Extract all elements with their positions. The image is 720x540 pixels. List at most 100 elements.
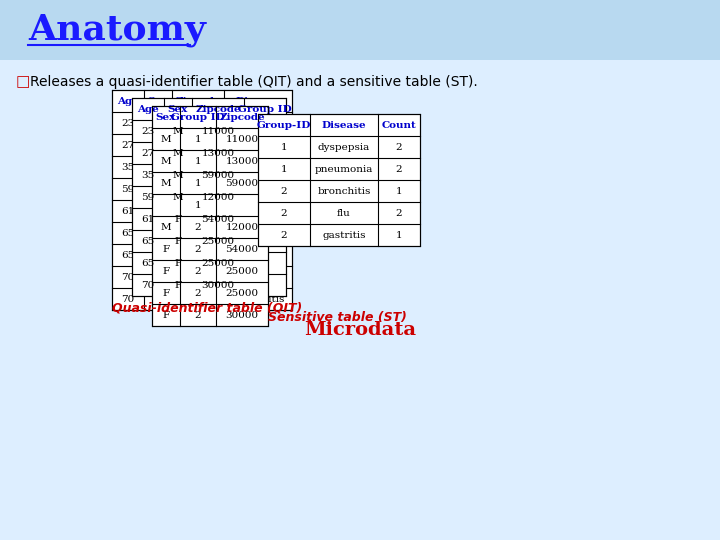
Text: Zipcode: Zipcode (219, 112, 265, 122)
Text: 2: 2 (194, 288, 202, 298)
Text: M: M (161, 157, 171, 165)
Text: 1: 1 (396, 231, 402, 240)
Text: Sex: Sex (148, 97, 168, 105)
Text: Group ID: Group ID (238, 105, 292, 113)
Text: 59: 59 (122, 185, 135, 193)
Text: 70: 70 (141, 280, 155, 289)
Text: Sensitive table (ST): Sensitive table (ST) (268, 312, 407, 325)
Text: Zipcode: Zipcode (175, 97, 221, 105)
Text: F: F (163, 267, 170, 275)
Text: 25000: 25000 (225, 288, 258, 298)
Text: 1: 1 (194, 157, 202, 165)
Text: M: M (161, 134, 171, 144)
Text: F: F (163, 288, 170, 298)
Text: Disease: Disease (322, 120, 366, 130)
Text: M: M (161, 222, 171, 232)
Text: 1: 1 (281, 143, 287, 152)
Text: M: M (153, 118, 163, 127)
Text: dyspepsia: dyspepsia (318, 143, 370, 152)
Text: 2: 2 (194, 245, 202, 253)
Text: 59: 59 (141, 192, 155, 201)
Text: flu: flu (251, 228, 265, 238)
Text: 30000: 30000 (202, 280, 235, 289)
Text: 2: 2 (396, 143, 402, 152)
Text: 30000: 30000 (181, 273, 215, 281)
Text: Sex: Sex (156, 112, 176, 122)
Text: F: F (163, 245, 170, 253)
Text: dyspepsia: dyspepsia (232, 140, 284, 150)
Text: Age: Age (137, 105, 159, 113)
Text: 11000: 11000 (181, 118, 215, 127)
Text: 59000: 59000 (225, 179, 258, 187)
Text: bronchitis: bronchitis (318, 186, 371, 195)
Text: 35: 35 (122, 163, 135, 172)
FancyBboxPatch shape (0, 0, 720, 60)
Text: 30000: 30000 (225, 310, 258, 320)
Text: 25000: 25000 (225, 267, 258, 275)
Text: 59000: 59000 (181, 163, 215, 172)
Text: 11000: 11000 (202, 126, 235, 136)
Text: 2: 2 (396, 208, 402, 218)
Text: 1: 1 (194, 179, 202, 187)
Bar (258, 114, 420, 246)
Text: 27: 27 (141, 148, 155, 158)
Text: 30000: 30000 (181, 294, 215, 303)
Text: M: M (161, 179, 171, 187)
Text: M: M (153, 185, 163, 193)
Bar (112, 90, 292, 310)
Text: 61: 61 (122, 206, 135, 215)
Text: 25000: 25000 (202, 237, 235, 246)
Text: pneumonia: pneumonia (229, 206, 287, 215)
Text: 54000: 54000 (225, 245, 258, 253)
Text: 25000: 25000 (181, 228, 215, 238)
Text: 65: 65 (122, 251, 135, 260)
Text: 2: 2 (396, 165, 402, 173)
Text: 54000: 54000 (181, 206, 215, 215)
Text: dyspepsia: dyspepsia (232, 163, 284, 172)
Text: Microdata: Microdata (304, 321, 416, 339)
Text: Quasi-identifier table (QIT): Quasi-identifier table (QIT) (112, 301, 302, 314)
Text: Disease: Disease (235, 97, 280, 105)
Text: flu: flu (251, 273, 265, 281)
Text: 65: 65 (141, 237, 155, 246)
Text: 1: 1 (194, 134, 202, 144)
Text: Anatomy: Anatomy (28, 13, 206, 47)
Text: M: M (173, 148, 184, 158)
Text: 61: 61 (141, 214, 155, 224)
Text: 2: 2 (281, 231, 287, 240)
Text: F: F (174, 214, 181, 224)
Text: 65: 65 (122, 228, 135, 238)
Text: 2: 2 (194, 222, 202, 232)
Text: pneumonia: pneumonia (229, 118, 287, 127)
Text: M: M (153, 163, 163, 172)
Bar (132, 98, 286, 296)
Text: 70: 70 (122, 294, 135, 303)
Text: F: F (154, 294, 161, 303)
Text: 23: 23 (122, 118, 135, 127)
Text: 70: 70 (122, 273, 135, 281)
Text: pneumonia: pneumonia (315, 165, 373, 173)
Text: Releases a quasi-identifier table (QIT) and a sensitive table (ST).: Releases a quasi-identifier table (QIT) … (30, 75, 478, 89)
Text: 13000: 13000 (181, 140, 215, 150)
Text: Group-ID: Group-ID (257, 120, 311, 130)
Text: Sex: Sex (168, 105, 188, 113)
Text: gastritis: gastritis (323, 231, 366, 240)
Text: 59000: 59000 (202, 171, 235, 179)
Text: F: F (174, 259, 181, 267)
Text: 35: 35 (141, 171, 155, 179)
Text: 2: 2 (281, 186, 287, 195)
Text: bronchitis: bronchitis (231, 185, 284, 193)
Text: 12000: 12000 (181, 185, 215, 193)
Text: F: F (174, 237, 181, 246)
Text: □: □ (16, 75, 30, 90)
Text: M: M (173, 192, 184, 201)
Text: 2: 2 (194, 267, 202, 275)
Text: 2: 2 (281, 208, 287, 218)
Text: 54000: 54000 (202, 214, 235, 224)
Text: M: M (173, 171, 184, 179)
Bar (152, 106, 268, 326)
Text: F: F (154, 206, 161, 215)
Text: 2: 2 (194, 310, 202, 320)
Text: 1: 1 (396, 186, 402, 195)
Text: 65: 65 (141, 259, 155, 267)
